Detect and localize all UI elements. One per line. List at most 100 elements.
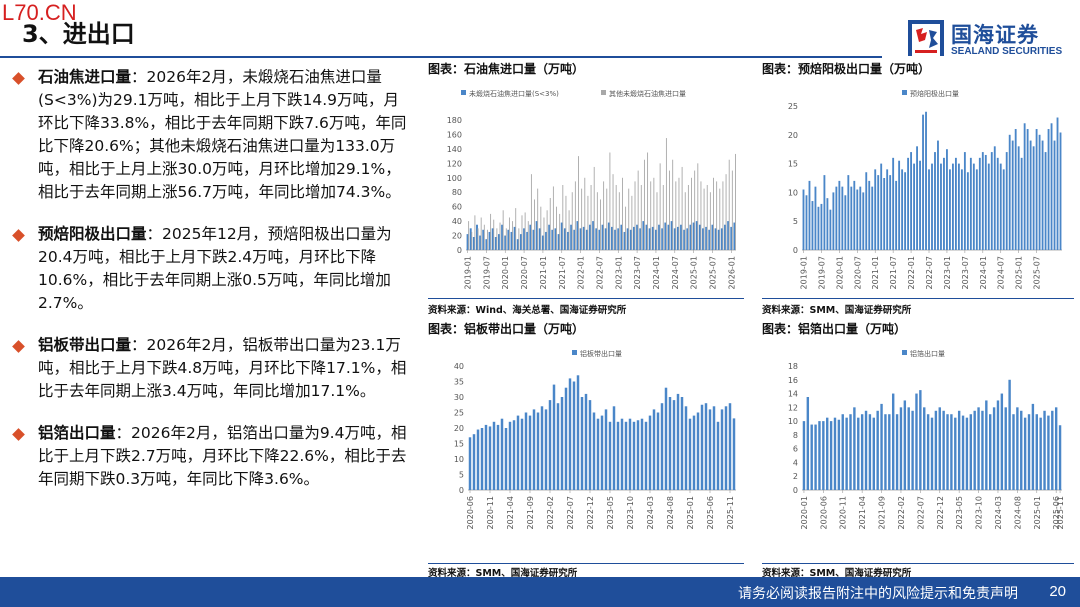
company-logo: 国海证券 SEALAND SECURITIES	[907, 18, 1067, 60]
bar	[508, 421, 512, 490]
x-tick-label: 2019-01	[464, 256, 473, 289]
bar	[653, 177, 655, 250]
bar	[491, 228, 494, 250]
bar	[640, 418, 644, 490]
bar	[497, 234, 500, 250]
bar	[915, 393, 918, 490]
bar	[629, 229, 632, 250]
bar	[886, 169, 889, 250]
bar	[600, 199, 601, 250]
x-tick-label: 2024-07	[997, 256, 1006, 289]
bar	[811, 201, 814, 250]
bar	[600, 415, 604, 490]
bar	[565, 195, 567, 250]
chart-title: 图表：石油焦进口量（万吨）	[428, 62, 585, 76]
bar	[919, 160, 921, 250]
bar	[543, 217, 545, 250]
bar	[490, 213, 492, 250]
bar	[664, 387, 668, 490]
bar	[691, 177, 692, 250]
bar	[1050, 123, 1053, 250]
bullet-head: 铝箔出口量	[38, 424, 116, 442]
chart-panel-foil-export: 图表：铝箔出口量（万吨） 铝箔出口量 0 2 4 6 8 10 12 14 16 18 2020-01…	[756, 318, 1078, 579]
legend-swatch	[461, 90, 466, 95]
bar	[1016, 407, 1019, 490]
bar	[556, 403, 560, 490]
bar	[946, 149, 948, 250]
bar	[623, 231, 626, 250]
bar	[1000, 393, 1004, 490]
bar	[996, 157, 999, 250]
bar	[568, 210, 570, 250]
bar	[532, 409, 536, 490]
bar	[966, 172, 969, 250]
bar	[943, 157, 945, 250]
bar	[838, 180, 841, 250]
bar	[505, 228, 507, 250]
x-tick-label: 2022-07	[925, 256, 934, 289]
chart-legend: 铝板带出口量	[572, 349, 622, 358]
x-tick-label: 2020-01	[835, 256, 844, 289]
bar	[1059, 132, 1062, 250]
source-divider	[762, 298, 1074, 299]
bar	[973, 410, 976, 490]
bar	[916, 146, 918, 250]
x-tick-label: 2022-12	[936, 496, 945, 529]
bullet-list: 石油焦进口量：2026年2月，未煅烧石油焦进口量(S<3%)为29.1万吨，相比…	[12, 66, 409, 510]
bar	[961, 415, 965, 490]
bar	[1051, 410, 1054, 490]
bar	[598, 229, 601, 250]
bar	[934, 410, 938, 490]
diamond-bullet-icon	[12, 428, 25, 441]
bar	[705, 226, 708, 250]
bar	[719, 188, 721, 250]
bar	[644, 421, 648, 490]
bar	[632, 226, 635, 250]
bar	[1017, 146, 1020, 250]
bar	[857, 417, 860, 490]
bar	[931, 163, 933, 250]
bar	[524, 412, 528, 490]
bar	[676, 226, 679, 250]
bar	[972, 163, 975, 250]
bar	[940, 163, 942, 250]
chart-title: 图表：铝板带出口量（万吨）	[428, 322, 585, 336]
bar	[1008, 379, 1011, 490]
bar	[1035, 129, 1038, 250]
bar	[865, 172, 868, 250]
x-tick-label: 2019-07	[482, 256, 491, 289]
bar	[469, 228, 472, 250]
bar	[874, 169, 877, 250]
bar	[841, 414, 844, 490]
bar	[880, 163, 883, 250]
bar	[556, 206, 557, 250]
bar	[560, 222, 563, 250]
bar	[647, 152, 649, 250]
chart-legend: 铝箔出口量	[902, 349, 945, 358]
x-tick-label: 2025-07	[1033, 256, 1042, 289]
bar	[696, 412, 700, 490]
x-tick-label: 2025-01	[1033, 496, 1042, 529]
bar	[546, 210, 548, 250]
y-tick-label: 20	[788, 131, 798, 140]
source-divider	[762, 563, 1074, 564]
bar	[1041, 140, 1044, 250]
bar	[730, 226, 733, 250]
y-tick-label: 4	[793, 458, 798, 467]
bar	[652, 409, 656, 490]
bar	[636, 420, 640, 490]
bar	[500, 418, 504, 490]
bar	[841, 186, 844, 250]
bar	[1056, 117, 1059, 250]
bar	[950, 414, 953, 490]
legend-swatch	[572, 350, 577, 355]
bar	[1014, 129, 1017, 250]
y-tick-label: 40	[454, 362, 464, 371]
x-tick-label: 2020-11	[839, 496, 848, 529]
bar	[516, 415, 520, 490]
bar	[877, 175, 880, 250]
bar	[476, 224, 478, 250]
bar	[724, 224, 726, 250]
bar	[1020, 410, 1023, 490]
bar	[675, 181, 677, 250]
